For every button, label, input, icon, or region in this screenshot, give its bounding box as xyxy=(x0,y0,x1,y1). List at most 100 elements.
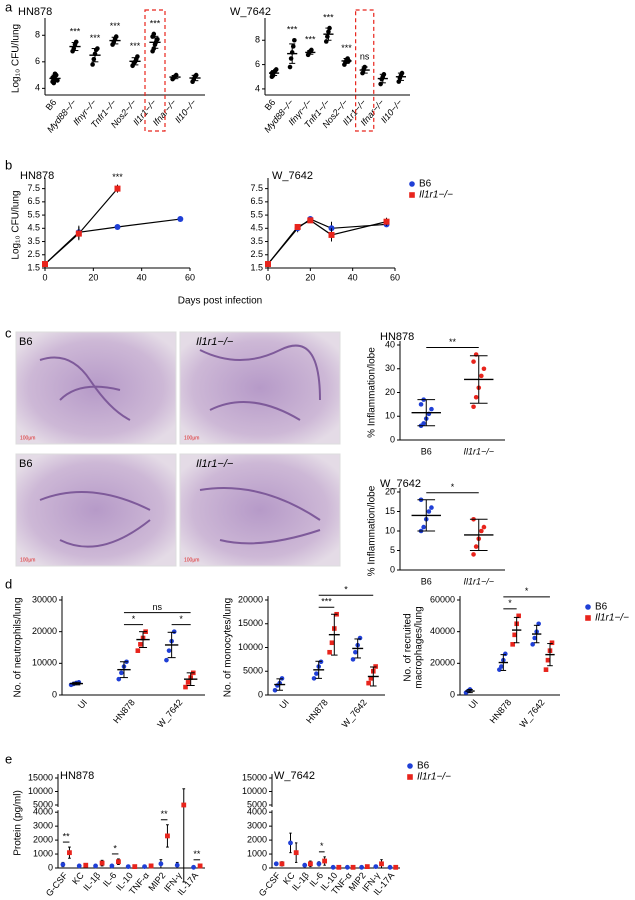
data-point xyxy=(359,864,364,870)
data-point xyxy=(532,635,537,641)
y-tick-label: 6 xyxy=(35,56,40,66)
data-point xyxy=(325,34,330,39)
significance: * xyxy=(132,614,136,624)
data-point xyxy=(353,649,358,655)
data-point xyxy=(138,642,143,647)
chart-title: W_7642 xyxy=(274,770,315,782)
y-tick-label: 2.5 xyxy=(27,249,40,259)
image-label: Il1r1−/− xyxy=(196,458,234,470)
y-tick-label: 0 xyxy=(258,689,263,699)
x-tick-label: 40 xyxy=(137,272,147,282)
chart-title: HN878 xyxy=(60,770,94,782)
y-tick-label: 10 xyxy=(385,525,395,535)
data-point xyxy=(166,648,172,653)
x-tick-label: G-CSF xyxy=(44,870,70,898)
legend-label: Il1r1−/− xyxy=(417,772,451,783)
x-tick-label: W_7642 xyxy=(517,697,546,729)
y-tick-label: 6 xyxy=(255,59,260,69)
y-axis-label: Protein (pg/ml) xyxy=(13,790,24,856)
x-tick-label: B6 xyxy=(421,576,432,586)
y-tick-label: 1.5 xyxy=(27,262,40,272)
chart-title: W_7642 xyxy=(272,170,313,182)
significance: ns xyxy=(153,602,163,612)
legend-label: B6 xyxy=(419,179,432,190)
data-point xyxy=(314,671,319,676)
axis-break xyxy=(268,807,276,811)
data-point xyxy=(165,833,170,839)
y-axis-label: Log₁₀ CFU/lung xyxy=(11,190,22,259)
y-axis-label: % Inflammation/lobe xyxy=(367,485,378,576)
data-point xyxy=(316,861,322,867)
y-tick-label: 20000 xyxy=(32,626,57,636)
y-tick-label: 30 xyxy=(385,363,395,373)
x-tick-label: 20 xyxy=(305,272,315,282)
y-tick-label: 15 xyxy=(385,506,395,516)
y-tick-label: 40 xyxy=(385,339,395,349)
data-point xyxy=(116,676,122,682)
y-tick-label: 7.5 xyxy=(27,183,40,193)
data-point xyxy=(344,864,350,870)
x-tick-label: 0 xyxy=(42,272,47,282)
data-point xyxy=(174,862,180,868)
x-tick-label: W_7642 xyxy=(340,697,369,729)
data-point xyxy=(516,613,521,619)
y-tick-label: 8 xyxy=(255,35,260,45)
scale-label: 100μm xyxy=(184,435,199,441)
significance: * xyxy=(525,586,529,596)
data-point xyxy=(288,840,293,846)
panel-label: d xyxy=(5,576,12,591)
y-tick-label: 2.5 xyxy=(250,249,263,259)
line xyxy=(44,188,118,265)
significance: ** xyxy=(161,809,169,819)
x-tick-label: W_7642 xyxy=(155,697,184,729)
y-tick-label: 20 xyxy=(385,387,395,397)
y-tick-label: 1.5 xyxy=(250,262,263,272)
x-tick-label: UI xyxy=(76,697,89,710)
y-tick-label: 0 xyxy=(48,862,53,872)
y-tick-label: 3.5 xyxy=(250,236,263,246)
x-tick-label: B6 xyxy=(263,97,278,112)
data-point xyxy=(151,31,157,37)
data-point xyxy=(383,218,390,225)
y-tick-label: 5000 xyxy=(247,799,267,809)
y-tick-label: 4.5 xyxy=(27,223,40,233)
data-point xyxy=(294,223,301,230)
data-point xyxy=(119,670,124,676)
data-point xyxy=(287,64,293,70)
legend-marker xyxy=(407,774,413,780)
y-axis-label: % Inflammation/lobe xyxy=(367,347,378,438)
data-point xyxy=(308,861,313,867)
chart-title: HN878 xyxy=(18,6,52,18)
data-point xyxy=(366,680,371,686)
data-point xyxy=(368,676,374,681)
data-point xyxy=(327,649,332,655)
data-point xyxy=(329,640,335,646)
y-tick-label: 40000 xyxy=(430,626,455,636)
data-point xyxy=(330,864,336,870)
image-label: Il1r1−/− xyxy=(196,336,234,348)
data-point xyxy=(322,858,328,864)
x-tick-label: 20 xyxy=(88,272,98,282)
y-tick-label: 7.5 xyxy=(250,183,263,193)
data-point xyxy=(473,544,479,549)
significance: *** xyxy=(323,12,334,22)
y-tick-label: 5.5 xyxy=(250,209,263,219)
y-tick-label: 4 xyxy=(255,83,260,93)
data-point xyxy=(93,863,98,869)
image-label: B6 xyxy=(19,458,32,470)
x-tick-label: Il1r1−/− xyxy=(463,576,494,586)
data-point xyxy=(479,528,484,534)
legend-label: B6 xyxy=(595,602,608,613)
data-point xyxy=(171,629,177,634)
significance: *** xyxy=(341,43,352,53)
y-tick-label: 10 xyxy=(385,411,395,421)
x-tick-label: UI xyxy=(277,697,290,710)
y-axis-label: No. of recruited xyxy=(403,613,414,681)
x-axis-label: Days post infection xyxy=(178,296,263,307)
data-point xyxy=(379,861,384,867)
data-point xyxy=(292,37,297,43)
data-point xyxy=(364,864,370,870)
data-point xyxy=(545,657,551,663)
chart-title: W_7642 xyxy=(230,6,271,18)
data-point xyxy=(471,359,476,364)
